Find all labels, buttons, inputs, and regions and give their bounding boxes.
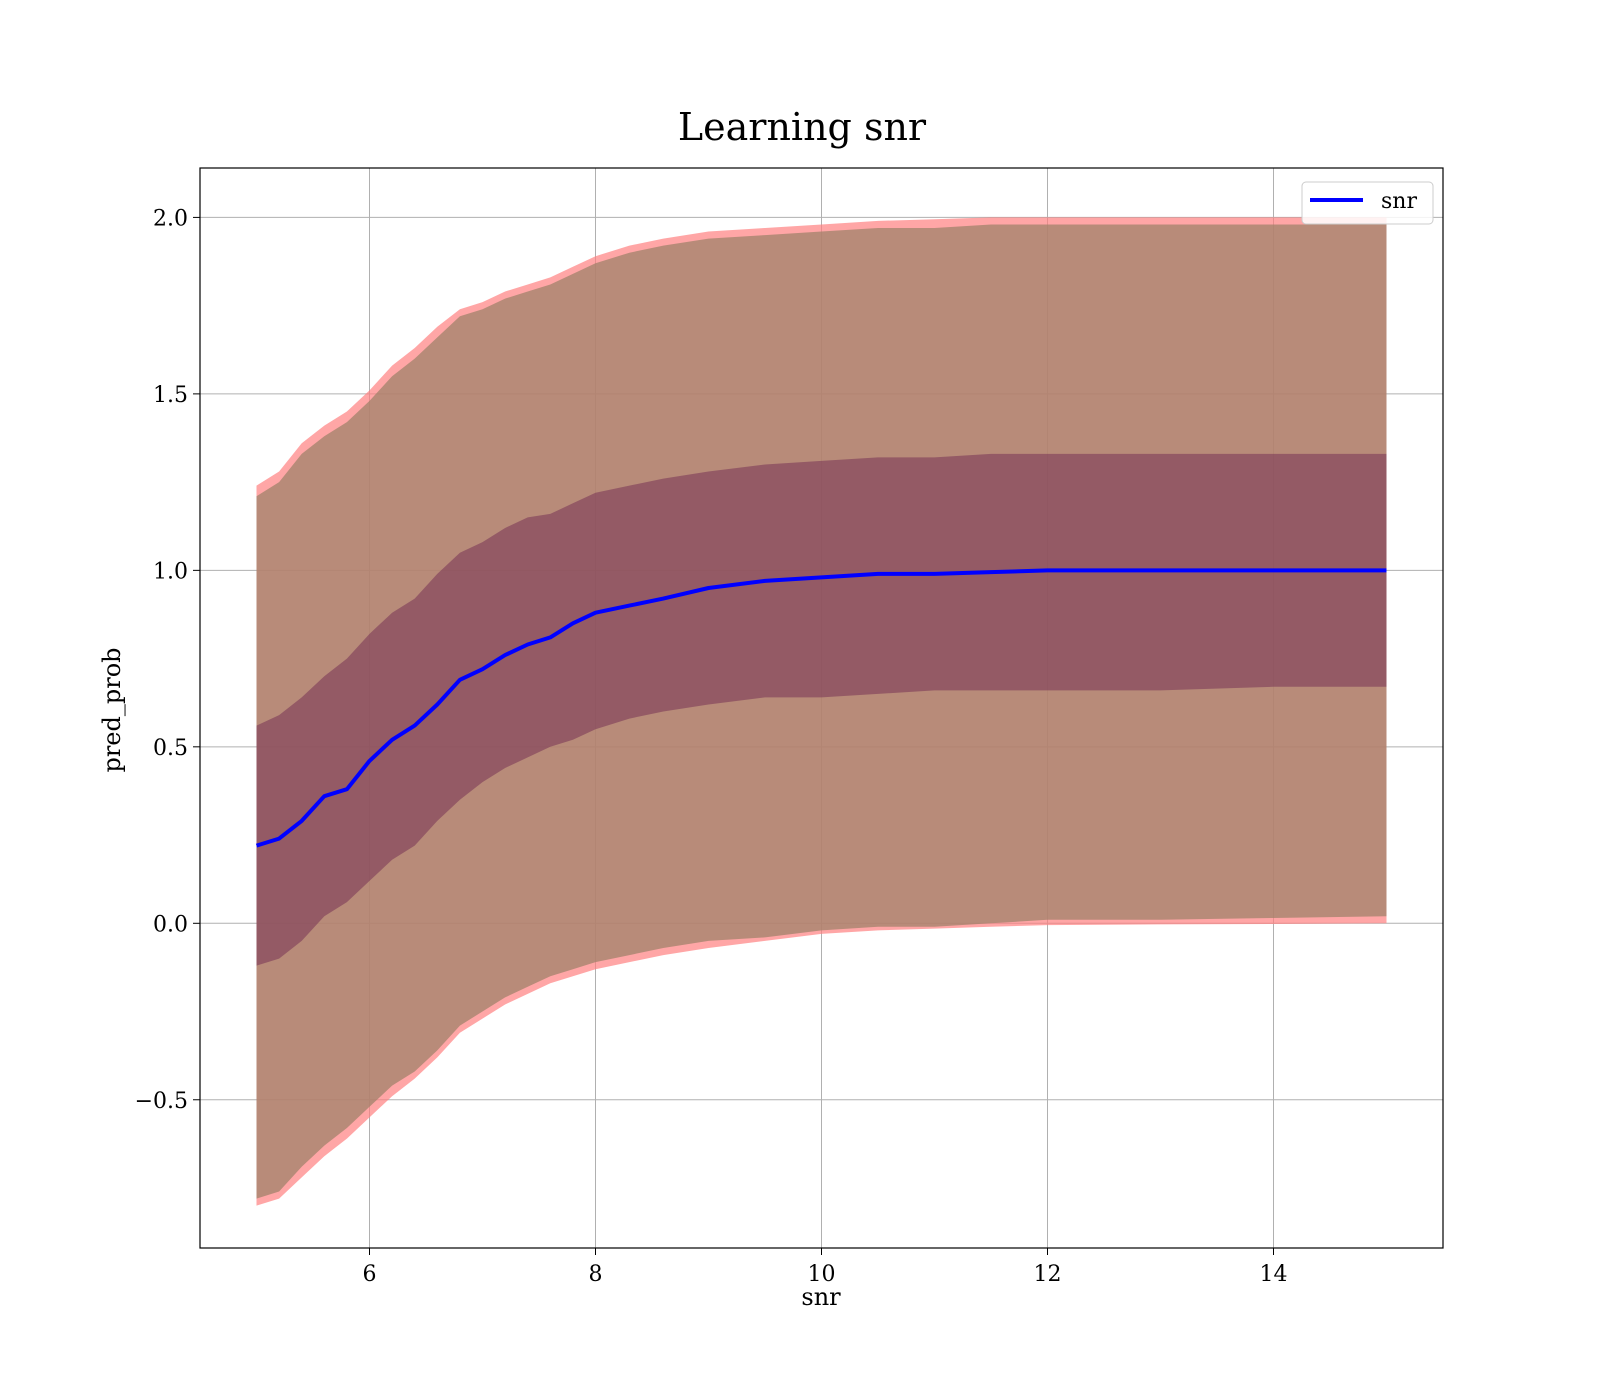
chart-title: Learning snr — [678, 105, 927, 149]
std-bands — [256, 217, 1387, 1206]
legend-label-snr: snr — [1381, 189, 1417, 214]
y-tick-label: 0.0 — [153, 912, 188, 937]
y-tick-label: 0.5 — [153, 736, 188, 761]
series-line-snr — [255, 568, 1387, 848]
one-std-band — [256, 453, 1387, 966]
legend: snr — [1301, 181, 1434, 225]
y-axis-ticks: −0.5 0.0 0.5 1.0 1.5 2.0 — [135, 206, 200, 1114]
x-tick-label: 8 — [589, 1262, 603, 1287]
y-tick-label: 1.0 — [153, 559, 188, 584]
x-tick-label: 10 — [808, 1262, 836, 1287]
x-axis-label: snr — [801, 1283, 841, 1311]
y-tick-label: −0.5 — [135, 1089, 188, 1114]
y-tick-label: 1.5 — [153, 383, 188, 408]
y-axis-label: pred_prob — [98, 647, 126, 772]
x-tick-label: 6 — [363, 1262, 377, 1287]
x-tick-label: 14 — [1260, 1262, 1288, 1287]
series-group — [255, 568, 1387, 848]
legend-box — [1301, 181, 1434, 225]
x-axis-ticks: 6 8 10 12 14 — [363, 1248, 1288, 1287]
y-tick-label: 2.0 — [153, 206, 188, 231]
x-tick-label: 12 — [1034, 1262, 1062, 1287]
